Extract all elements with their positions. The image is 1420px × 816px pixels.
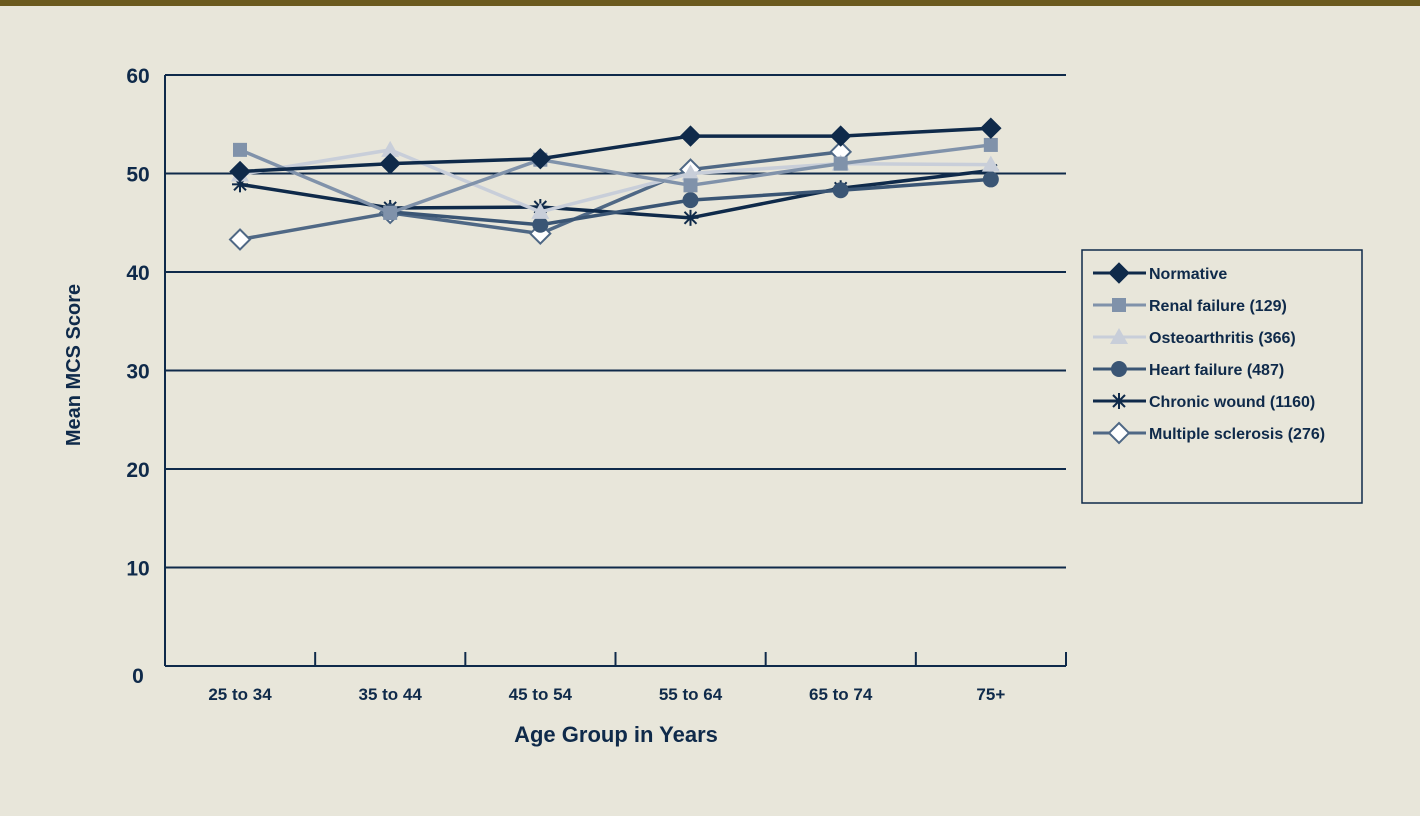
legend-label: Heart failure (487) — [1149, 362, 1284, 379]
x-tick-label: 75+ — [976, 685, 1005, 704]
data-point — [233, 142, 247, 157]
y-tick-label: 60 — [126, 65, 149, 88]
legend-item: Chronic wound (1160) — [1093, 393, 1315, 411]
legend-label: Osteoarthritis (366) — [1149, 330, 1296, 347]
data-point — [833, 156, 848, 171]
x-tick-label: 45 to 54 — [509, 685, 573, 704]
data-point — [381, 140, 400, 157]
legend-marker — [1110, 328, 1128, 344]
data-point — [682, 192, 699, 209]
x-tick-label: 55 to 64 — [659, 685, 723, 704]
series-line — [239, 148, 991, 214]
data-point — [379, 152, 401, 175]
axes — [164, 75, 1067, 667]
data-point — [982, 171, 999, 188]
legend-label: Normative — [1149, 266, 1227, 283]
legend: Normative Renal failure (129) Osteoarthrit… — [1081, 249, 1363, 504]
x-axis-title: Age Group in Years — [514, 722, 718, 747]
data-point — [228, 228, 252, 251]
data-point — [531, 202, 550, 219]
data-point — [679, 125, 702, 147]
legend-marker — [1111, 361, 1127, 377]
legend-item: Multiple sclerosis (276) — [1093, 421, 1325, 445]
data-point — [983, 137, 998, 152]
x-tick-label: 65 to 74 — [809, 685, 873, 704]
data-point — [683, 178, 698, 193]
data-point — [383, 205, 398, 220]
legend-marker — [1112, 298, 1126, 312]
series-1 — [233, 137, 998, 220]
y-tick-label: 50 — [126, 164, 149, 187]
data-point — [682, 209, 699, 226]
data-point — [681, 164, 700, 181]
legend-marker — [1111, 393, 1127, 409]
legend-marker — [1108, 262, 1130, 284]
series-group — [228, 117, 1002, 251]
x-tick-label: 35 to 44 — [359, 685, 423, 704]
legend-marker — [1107, 421, 1131, 445]
legend-label: Chronic wound (1160) — [1149, 394, 1315, 411]
y-tick-label: 40 — [126, 262, 149, 285]
legend-item: Normative — [1093, 262, 1227, 284]
legend-item: Osteoarthritis (366) — [1093, 328, 1296, 347]
data-point — [529, 148, 552, 170]
y-tick-labels: 0 10 20 30 40 50 60 — [126, 65, 149, 688]
data-point — [532, 216, 549, 233]
legend-label: Renal failure (129) — [1149, 298, 1287, 315]
series-2 — [231, 140, 1000, 219]
y-tick-label: 20 — [126, 459, 149, 482]
series-line — [239, 143, 992, 215]
legend-label: Multiple sclerosis (276) — [1149, 426, 1325, 443]
y-tick-label: 0 — [132, 665, 144, 688]
series-0 — [229, 117, 1002, 183]
y-tick-label: 10 — [126, 558, 149, 581]
data-point — [981, 155, 1000, 172]
legend-item: Renal failure (129) — [1093, 298, 1287, 315]
legend-item: Heart failure (487) — [1093, 361, 1284, 379]
y-axis-title: Mean MCS Score — [63, 284, 85, 446]
gridlines — [165, 74, 1066, 569]
legend-box — [1081, 249, 1363, 504]
data-point — [829, 125, 852, 147]
top-accent-bar — [0, 0, 1420, 6]
data-point — [229, 160, 251, 183]
x-tick-label: 25 to 34 — [208, 685, 272, 704]
data-point — [980, 117, 1002, 139]
series-line — [239, 126, 991, 174]
x-tick-labels: 25 to 34 35 to 44 45 to 54 55 to 64 65 to 74… — [208, 685, 1005, 704]
data-point — [832, 182, 849, 199]
y-tick-label: 30 — [126, 361, 149, 384]
